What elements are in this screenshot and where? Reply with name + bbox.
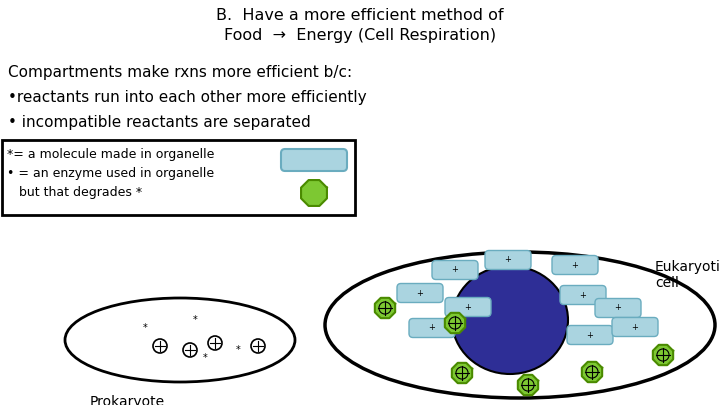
- Text: +: +: [615, 303, 621, 313]
- Text: B.  Have a more efficient method of: B. Have a more efficient method of: [216, 8, 504, 23]
- Text: Food  →  Energy (Cell Respiration): Food → Energy (Cell Respiration): [224, 28, 496, 43]
- Ellipse shape: [325, 252, 715, 398]
- Text: +: +: [505, 256, 511, 264]
- FancyBboxPatch shape: [409, 318, 455, 337]
- Polygon shape: [445, 313, 465, 333]
- Text: +: +: [417, 288, 423, 298]
- Ellipse shape: [452, 266, 568, 374]
- FancyBboxPatch shape: [432, 260, 478, 279]
- FancyBboxPatch shape: [595, 298, 641, 318]
- Polygon shape: [375, 298, 395, 318]
- Polygon shape: [301, 180, 327, 206]
- Ellipse shape: [65, 298, 295, 382]
- FancyBboxPatch shape: [560, 286, 606, 305]
- Text: +: +: [580, 290, 586, 300]
- Polygon shape: [653, 345, 673, 365]
- Text: +: +: [572, 260, 578, 269]
- Polygon shape: [452, 363, 472, 383]
- FancyBboxPatch shape: [612, 318, 658, 337]
- Polygon shape: [582, 362, 602, 382]
- Text: • incompatible reactants are separated: • incompatible reactants are separated: [8, 115, 311, 130]
- Text: +: +: [428, 324, 436, 333]
- Text: *: *: [143, 323, 148, 333]
- Text: *= a molecule made in organelle: *= a molecule made in organelle: [7, 148, 215, 161]
- Text: +: +: [631, 322, 639, 332]
- Text: •reactants run into each other more efficiently: •reactants run into each other more effi…: [8, 90, 366, 105]
- FancyBboxPatch shape: [281, 149, 347, 171]
- Text: Prokaryote: Prokaryote: [90, 395, 165, 405]
- Text: +: +: [587, 330, 593, 339]
- Polygon shape: [518, 375, 538, 395]
- FancyBboxPatch shape: [567, 326, 613, 345]
- FancyBboxPatch shape: [397, 284, 443, 303]
- Text: Eukaryotic
cell: Eukaryotic cell: [655, 260, 720, 290]
- FancyBboxPatch shape: [485, 251, 531, 269]
- Text: *: *: [235, 345, 240, 355]
- Text: *: *: [202, 353, 207, 363]
- Text: • = an enzyme used in organelle: • = an enzyme used in organelle: [7, 167, 214, 180]
- FancyBboxPatch shape: [2, 140, 355, 215]
- Text: +: +: [464, 303, 472, 311]
- Text: Compartments make rxns more efficient b/c:: Compartments make rxns more efficient b/…: [8, 65, 352, 80]
- Text: *: *: [193, 315, 197, 325]
- FancyBboxPatch shape: [445, 298, 491, 316]
- FancyBboxPatch shape: [552, 256, 598, 275]
- Text: +: +: [451, 266, 459, 275]
- Text: but that degrades *: but that degrades *: [7, 186, 142, 199]
